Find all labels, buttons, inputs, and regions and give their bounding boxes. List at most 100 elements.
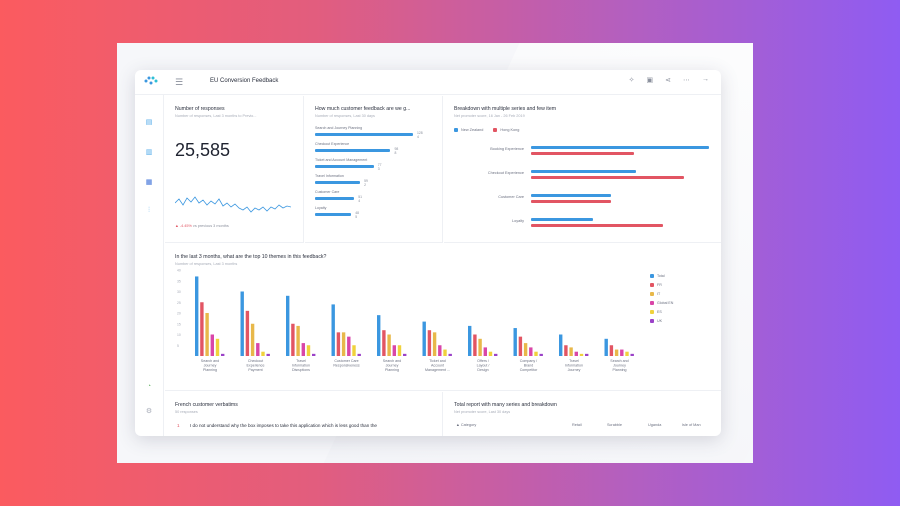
theme-bar[interactable] — [559, 334, 563, 357]
grid-icon[interactable]: ▦ — [145, 179, 153, 186]
theme-bar[interactable] — [630, 353, 634, 356]
theme-bar[interactable] — [483, 347, 487, 356]
breakdown-bar[interactable] — [531, 152, 635, 155]
theme-bar[interactable] — [604, 338, 608, 356]
bar-chart-icon[interactable]: ▥ — [145, 149, 153, 156]
theme-bar[interactable] — [256, 343, 260, 356]
feedback-bar[interactable] — [315, 149, 391, 152]
theme-bar[interactable] — [422, 321, 426, 356]
breakdown-bar[interactable] — [531, 224, 663, 227]
breakdown-bar[interactable] — [531, 218, 594, 221]
feedback-bar[interactable] — [315, 133, 413, 136]
theme-bar[interactable] — [301, 343, 305, 356]
breakdown-bar[interactable] — [531, 146, 709, 149]
theme-bar[interactable] — [200, 302, 204, 356]
column-header[interactable]: Scrabble — [607, 423, 622, 427]
theme-bar[interactable] — [341, 332, 346, 356]
theme-bar[interactable] — [488, 351, 493, 356]
theme-bar[interactable] — [221, 353, 225, 356]
theme-bar[interactable] — [210, 334, 214, 357]
theme-bar[interactable] — [403, 353, 407, 356]
theme-bar[interactable] — [534, 351, 538, 356]
theme-bar[interactable] — [331, 304, 335, 356]
chat-icon[interactable]: ▤ — [145, 119, 153, 126]
theme-bar[interactable] — [585, 353, 589, 356]
theme-bar[interactable] — [539, 353, 543, 356]
more-icon[interactable]: ⋯ — [683, 77, 690, 84]
legend-item[interactable]: ES — [650, 310, 673, 319]
theme-bar[interactable] — [387, 334, 391, 357]
theme-bar[interactable] — [438, 345, 442, 356]
legend-item[interactable]: Total — [650, 274, 673, 283]
theme-bar[interactable] — [564, 345, 568, 356]
column-header[interactable]: Isle of Man — [682, 423, 701, 427]
feedback-bar[interactable] — [315, 181, 361, 184]
bell-icon[interactable]: ◔ — [146, 383, 152, 390]
theme-bar[interactable] — [392, 345, 396, 356]
breakdown-bar[interactable] — [531, 194, 612, 197]
theme-bar[interactable] — [529, 347, 533, 356]
theme-bar[interactable] — [579, 353, 584, 356]
theme-bar[interactable] — [448, 353, 452, 356]
theme-bar[interactable] — [609, 345, 614, 356]
theme-bar[interactable] — [397, 345, 402, 356]
breakdown-bar[interactable] — [531, 200, 612, 203]
theme-bar[interactable] — [195, 276, 199, 356]
theme-bar[interactable] — [569, 347, 573, 356]
theme-bar[interactable] — [215, 338, 220, 356]
theme-bar[interactable] — [286, 295, 290, 356]
theme-bar[interactable] — [382, 330, 386, 356]
hamburger-icon[interactable]: ☰ — [175, 77, 184, 87]
theme-bar[interactable] — [266, 353, 270, 356]
share-icon[interactable]: ⋖ — [665, 77, 671, 84]
legend-item[interactable]: UK — [650, 319, 673, 328]
settings-icon[interactable]: ⚙ — [145, 408, 153, 415]
theme-bar[interactable] — [205, 313, 209, 356]
theme-bar[interactable] — [291, 323, 295, 356]
theme-bar[interactable] — [352, 345, 356, 356]
theme-bar[interactable] — [357, 353, 361, 356]
theme-bar[interactable] — [494, 353, 498, 356]
theme-bar[interactable] — [473, 334, 477, 357]
breakdown-bar[interactable] — [531, 176, 685, 179]
column-header[interactable]: Uganda — [648, 423, 662, 427]
column-header[interactable]: Retail — [572, 423, 582, 427]
theme-bar[interactable] — [427, 330, 432, 356]
theme-bar[interactable] — [432, 332, 437, 356]
theme-bar[interactable] — [443, 349, 447, 356]
theme-bar[interactable] — [625, 351, 629, 356]
legend-item[interactable]: FR — [650, 283, 673, 292]
arrow-right-icon[interactable]: → — [702, 76, 709, 83]
filter-icon[interactable]: ⫶ — [148, 207, 150, 214]
feedback-bar[interactable] — [315, 213, 352, 216]
app-logo-icon[interactable] — [143, 75, 159, 89]
legend-item[interactable]: IT — [650, 292, 673, 301]
theme-bar[interactable] — [614, 349, 619, 356]
theme-bar[interactable] — [377, 315, 381, 356]
theme-bar[interactable] — [468, 325, 472, 356]
theme-bar[interactable] — [523, 343, 528, 356]
theme-bar[interactable] — [347, 336, 351, 356]
theme-bar[interactable] — [513, 328, 517, 356]
theme-bar[interactable] — [620, 349, 624, 356]
theme-bar[interactable] — [478, 338, 482, 356]
theme-bar[interactable] — [245, 310, 250, 356]
magic-wand-icon[interactable]: ✧ — [628, 77, 635, 84]
theme-bar[interactable] — [306, 345, 311, 356]
theme-bar[interactable] — [518, 336, 523, 356]
column-header-category[interactable]: ▲ Category — [456, 423, 477, 427]
theme-bar[interactable] — [296, 325, 300, 356]
legend-item[interactable]: New Zealand — [454, 128, 483, 132]
legend-item[interactable]: Hong Kong — [493, 128, 519, 132]
theme-bar[interactable] — [240, 291, 244, 357]
feedback-bar[interactable] — [315, 165, 374, 168]
calendar-icon[interactable]: ▣ — [646, 77, 654, 84]
verbatim-text[interactable]: I do not understand why the box imposes … — [190, 423, 377, 428]
breakdown-bar[interactable] — [531, 170, 637, 173]
theme-bar[interactable] — [261, 351, 265, 356]
feedback-bar[interactable] — [315, 197, 355, 200]
legend-item[interactable]: Global EN — [650, 301, 673, 310]
theme-bar[interactable] — [336, 332, 341, 356]
theme-bar[interactable] — [312, 353, 316, 356]
theme-bar[interactable] — [250, 323, 255, 356]
